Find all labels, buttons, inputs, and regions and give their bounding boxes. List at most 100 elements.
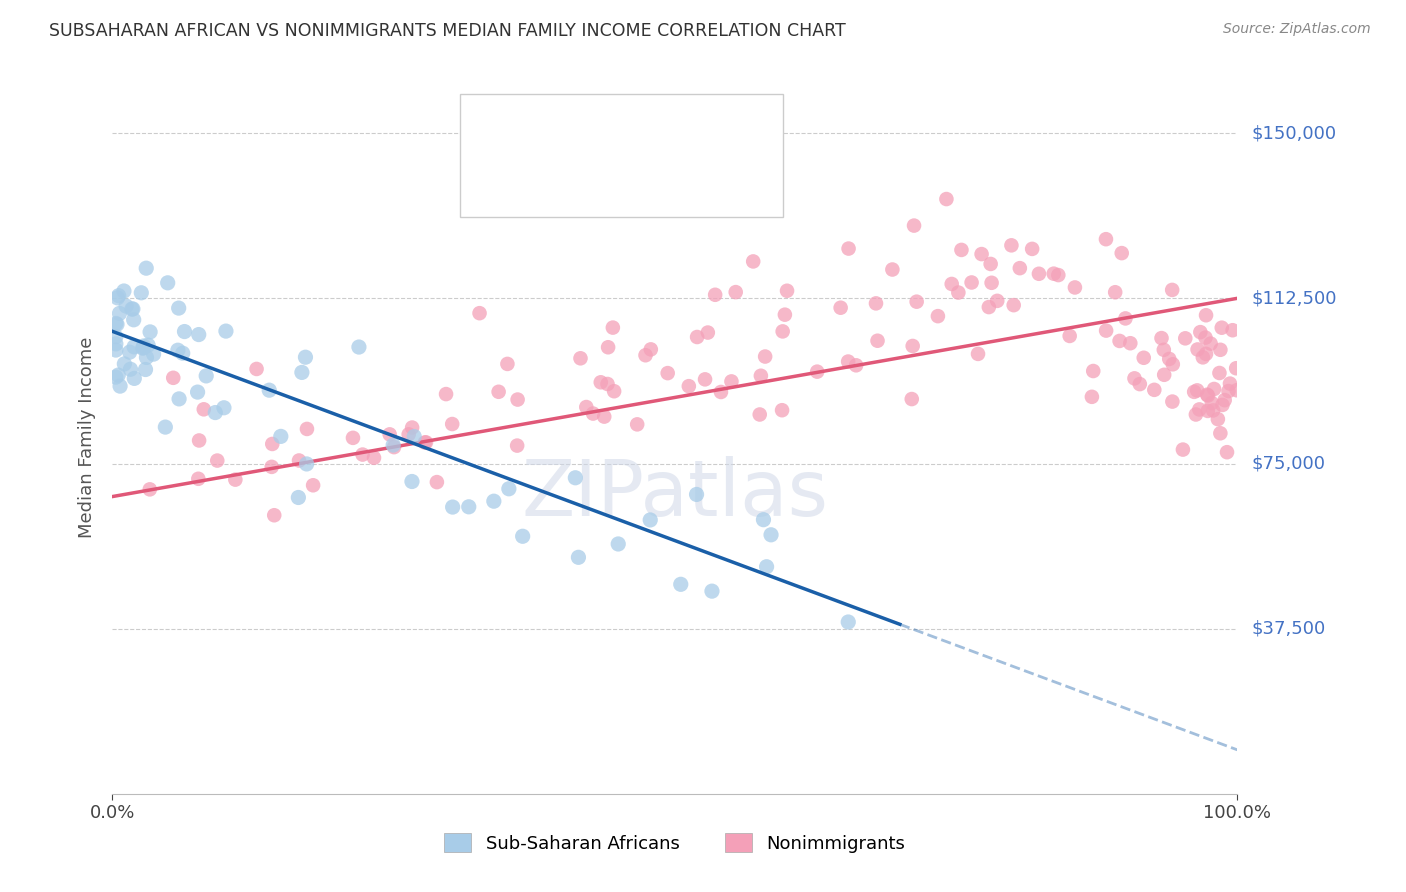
Text: $150,000: $150,000 xyxy=(1251,124,1336,142)
Point xyxy=(837,615,859,629)
Point xyxy=(567,550,589,565)
Point xyxy=(720,375,742,389)
Point xyxy=(1225,361,1247,376)
Point xyxy=(941,277,963,291)
Point xyxy=(967,347,990,361)
Point xyxy=(903,219,925,233)
Point xyxy=(1188,402,1211,417)
Point xyxy=(1161,357,1184,371)
Point xyxy=(302,478,325,492)
Point xyxy=(900,392,922,406)
Point xyxy=(589,376,612,390)
Point xyxy=(124,371,146,385)
Text: Source: ZipAtlas.com: Source: ZipAtlas.com xyxy=(1223,22,1371,37)
Point xyxy=(1064,280,1087,294)
Point xyxy=(759,528,782,542)
Point xyxy=(1143,383,1166,397)
Point xyxy=(363,450,385,465)
Point xyxy=(980,257,1002,271)
Point xyxy=(382,440,405,454)
Point xyxy=(156,276,179,290)
Text: ZIPatlas: ZIPatlas xyxy=(522,456,828,533)
Point xyxy=(986,293,1008,308)
Point xyxy=(166,343,188,358)
Point xyxy=(1209,343,1232,357)
Point xyxy=(155,420,177,434)
Point xyxy=(575,400,598,414)
Point xyxy=(830,301,852,315)
Point xyxy=(107,288,129,302)
Point xyxy=(441,417,464,431)
Y-axis label: Median Family Income: Median Family Income xyxy=(77,336,96,538)
Point xyxy=(104,343,127,357)
Point xyxy=(378,427,401,442)
Point xyxy=(1206,412,1229,426)
Point xyxy=(1108,334,1130,348)
Point xyxy=(270,429,292,443)
Point xyxy=(866,334,889,348)
Point xyxy=(1194,330,1216,344)
Point xyxy=(457,500,479,514)
Point xyxy=(700,584,723,599)
Point xyxy=(1197,388,1219,402)
Point xyxy=(948,285,970,300)
Point xyxy=(187,327,209,342)
Point xyxy=(638,513,661,527)
Point xyxy=(512,529,534,543)
Point xyxy=(970,247,993,261)
Point xyxy=(1002,298,1025,312)
Point xyxy=(1209,426,1232,441)
Point xyxy=(262,437,284,451)
Point xyxy=(1123,371,1146,385)
Point xyxy=(347,340,370,354)
Point xyxy=(207,453,229,467)
Point xyxy=(104,329,127,343)
Point xyxy=(1119,336,1142,351)
Point xyxy=(752,513,775,527)
Point xyxy=(291,366,314,380)
Point xyxy=(415,435,437,450)
Point xyxy=(935,192,957,206)
Point xyxy=(404,429,426,443)
Text: $75,000: $75,000 xyxy=(1251,455,1326,473)
Point xyxy=(132,341,155,355)
Point xyxy=(173,325,195,339)
Point xyxy=(755,559,778,574)
Point xyxy=(776,284,799,298)
Point xyxy=(1161,283,1184,297)
Point xyxy=(193,402,215,417)
Point xyxy=(1195,308,1218,322)
Point xyxy=(1192,351,1215,365)
Point xyxy=(398,427,420,442)
Point xyxy=(441,500,464,514)
Point xyxy=(710,384,733,399)
Point xyxy=(678,379,700,393)
Point xyxy=(122,301,145,316)
Point xyxy=(215,324,238,338)
Point xyxy=(295,422,318,436)
Point xyxy=(167,301,190,315)
Point xyxy=(498,482,520,496)
Point xyxy=(295,457,318,471)
Point xyxy=(669,577,692,591)
Point xyxy=(593,409,616,424)
Point xyxy=(1095,324,1118,338)
Point xyxy=(136,338,159,352)
Text: SUBSAHARAN AFRICAN VS NONIMMIGRANTS MEDIAN FAMILY INCOME CORRELATION CHART: SUBSAHARAN AFRICAN VS NONIMMIGRANTS MEDI… xyxy=(49,22,846,40)
Point xyxy=(1174,331,1197,345)
Point xyxy=(120,362,142,376)
Point xyxy=(749,368,772,383)
Point xyxy=(139,483,162,497)
Point xyxy=(382,438,405,452)
Point xyxy=(104,370,127,384)
Point xyxy=(342,431,364,445)
Point xyxy=(122,313,145,327)
Point xyxy=(195,368,218,383)
Point xyxy=(112,284,135,298)
Point xyxy=(1185,408,1208,422)
Point xyxy=(1021,242,1043,256)
Point xyxy=(1047,268,1070,282)
Point xyxy=(115,299,138,313)
Point xyxy=(132,341,155,355)
Point xyxy=(1189,325,1212,339)
